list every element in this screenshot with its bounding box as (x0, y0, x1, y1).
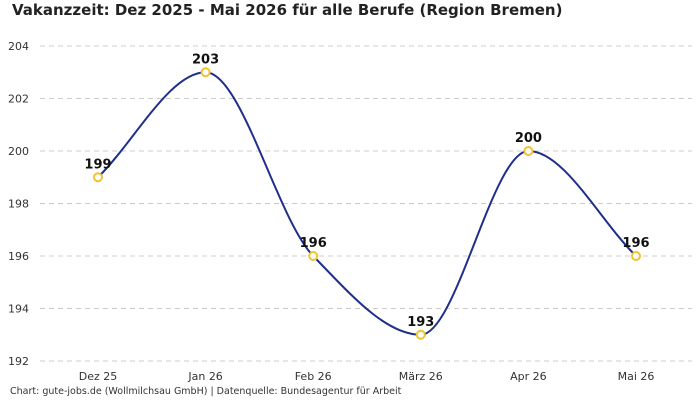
x-tick-label: März 26 (399, 370, 443, 383)
y-tick-label: 192 (8, 355, 29, 368)
data-label: 196 (300, 236, 327, 251)
data-label: 196 (622, 236, 649, 251)
x-tick-label: Feb 26 (295, 370, 332, 383)
data-labels: 199 203 196 193 200 196 (84, 52, 649, 330)
y-tick-label: 196 (8, 250, 29, 263)
y-tick-label: 194 (8, 303, 29, 316)
y-tick-label: 200 (8, 145, 29, 158)
y-tick-label: 198 (8, 198, 29, 211)
x-tick-label: Dez 25 (79, 370, 118, 383)
y-tick-label: 204 (8, 40, 29, 53)
x-tick-label: Mai 26 (618, 370, 655, 383)
data-label: 199 (84, 157, 111, 172)
x-tick-label: Apr 26 (510, 370, 547, 383)
data-point (523, 146, 534, 156)
data-point (415, 329, 426, 340)
data-point (631, 251, 641, 261)
data-label: 200 (515, 131, 542, 146)
chart-title: Vakanzzeit: Dez 2025 - Mai 2026 für alle… (12, 1, 563, 19)
x-tick-label: Jan 26 (187, 370, 222, 383)
data-point (308, 251, 319, 261)
chart-footer: Chart: gute-jobs.de (Wollmilchsau GmbH) … (10, 386, 402, 397)
data-point (93, 172, 103, 183)
data-label: 203 (192, 52, 219, 67)
y-axis-ticks: 192 194 196 198 200 202 204 (8, 40, 29, 368)
x-axis-ticks: Dez 25 Jan 26 Feb 26 März 26 Apr 26 Mai 26 (79, 370, 655, 383)
data-point (200, 67, 211, 78)
gridlines (40, 45, 692, 362)
y-tick-label: 202 (8, 93, 29, 106)
data-points (93, 67, 641, 340)
data-label: 193 (407, 315, 434, 330)
